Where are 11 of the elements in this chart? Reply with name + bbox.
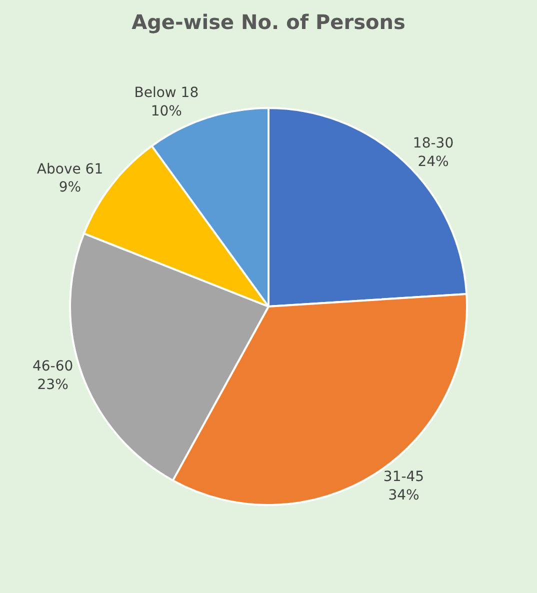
data-label: 34% — [388, 487, 420, 504]
slice-label: 46-60 — [32, 358, 74, 375]
chart-title: Age-wise No. of Persons — [132, 10, 406, 34]
data-label: 23% — [37, 376, 68, 393]
slice-label: 18-30 — [412, 136, 454, 152]
slice-label: Below 18 — [134, 85, 199, 102]
data-label: 9% — [58, 180, 82, 196]
data-label: 10% — [150, 103, 182, 120]
slice-label: Above 61 — [36, 161, 104, 178]
data-label: 24% — [418, 154, 449, 170]
slice-label: 31-45 — [383, 469, 424, 486]
